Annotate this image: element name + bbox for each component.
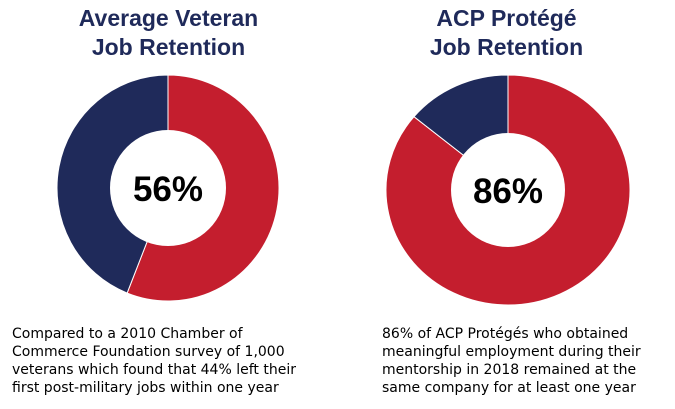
caption-line: veterans which found that 44% left their: [12, 362, 296, 378]
title-line-1: ACP Protégé: [436, 5, 577, 31]
chart-title: Average Veteran Job Retention: [0, 4, 337, 62]
title-line-2: Job Retention: [91, 34, 246, 60]
caption-line: 86% of ACP Protégés who obtained: [382, 326, 629, 342]
center-percentage-label: 56%: [133, 170, 203, 209]
chart-title: ACP Protégé Job Retention: [338, 4, 675, 62]
chart-caption: Compared to a 2010 Chamber of Commerce F…: [12, 325, 332, 397]
donut-hole: [451, 133, 565, 247]
center-percentage-label: 86%: [473, 172, 543, 211]
caption-line: meaningful employment during their: [382, 344, 641, 360]
caption-line: first post-military jobs within one year: [12, 380, 279, 396]
donut-chart-protege: 86%: [385, 74, 631, 306]
caption-line: mentorship in 2018 remained at the: [382, 362, 637, 378]
title-line-1: Average Veteran: [78, 5, 259, 31]
veteran-retention-panel: Average Veteran Job Retention 56% Compar…: [0, 0, 337, 409]
title-line-2: Job Retention: [429, 34, 584, 60]
caption-line: Compared to a 2010 Chamber of: [12, 326, 243, 342]
donut-hole: [110, 130, 226, 246]
protege-retention-panel: ACP Protégé Job Retention 86% 86% of ACP…: [338, 0, 675, 409]
caption-line: Commerce Foundation survey of 1,000: [12, 344, 285, 360]
caption-line: same company for at least one year: [382, 380, 636, 396]
chart-caption: 86% of ACP Protégés who obtained meaning…: [382, 325, 674, 397]
donut-chart-veteran: 56%: [56, 74, 280, 302]
